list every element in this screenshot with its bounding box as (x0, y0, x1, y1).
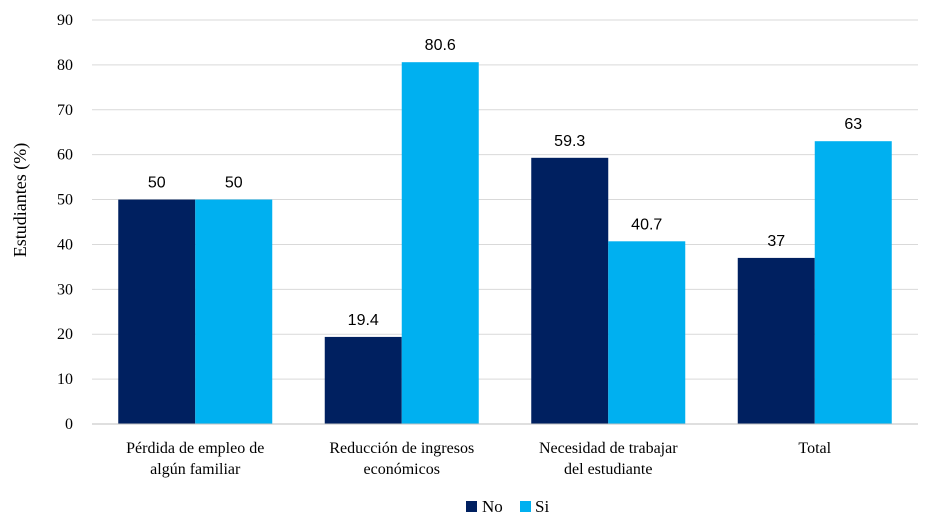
bars (118, 62, 892, 424)
x-category-line: Necesidad de trabajar (539, 440, 678, 457)
x-category-line: Total (798, 440, 831, 457)
x-category-line: algún familiar (150, 461, 241, 478)
bar-si (401, 62, 479, 424)
y-tick-label: 10 (57, 371, 73, 388)
legend-swatch-si (520, 501, 531, 512)
y-tick-label: 70 (57, 102, 73, 119)
legend: No Si (466, 497, 549, 516)
bar-no (531, 157, 609, 424)
data-label: 50 (225, 175, 243, 192)
data-label: 40.7 (631, 216, 662, 233)
data-label: 37 (767, 233, 785, 250)
data-label: 19.4 (348, 312, 379, 329)
x-category-line: Pérdida de empleo de (126, 440, 264, 457)
y-tick-label: 0 (65, 416, 73, 433)
bar-no (118, 199, 196, 424)
y-tick-label: 90 (57, 12, 73, 29)
x-category-line: del estudiante (564, 461, 652, 478)
legend-swatch-no (466, 501, 477, 512)
y-tick-label: 80 (57, 57, 73, 74)
data-label: 63 (844, 116, 862, 133)
x-category-label: Necesidad de trabajar del estudiante (539, 440, 678, 478)
data-label: 50 (148, 175, 166, 192)
x-category-label: Pérdida de empleo de algún familiar (126, 440, 264, 478)
bar-si (814, 141, 892, 424)
x-category-line: Reducción de ingresos (329, 440, 474, 457)
x-category-label: Reducción de ingresos económicos (329, 440, 474, 478)
bar-no (324, 336, 402, 424)
y-tick-label: 50 (57, 192, 73, 209)
legend-label-no: No (482, 497, 503, 516)
data-label: 80.6 (425, 37, 456, 54)
y-axis-ticks: 0 10 20 30 40 50 60 70 80 90 (57, 12, 73, 433)
x-category-line: económicos (364, 461, 440, 478)
data-labels: 50 50 19.4 80.6 59.3 40.7 37 63 (148, 37, 862, 329)
y-tick-label: 20 (57, 326, 73, 343)
x-category-label: Total (798, 440, 831, 457)
legend-label-si: Si (535, 497, 549, 516)
y-tick-label: 40 (57, 236, 73, 253)
bar-si (608, 241, 686, 424)
y-tick-label: 60 (57, 147, 73, 164)
data-label: 59.3 (554, 133, 585, 150)
y-axis-title: Estudiantes (%) (10, 143, 31, 257)
y-tick-label: 30 (57, 281, 73, 298)
bar-no (737, 257, 815, 424)
x-axis-categories: Pérdida de empleo de algún familiar Reducc… (126, 440, 831, 478)
bar-si (195, 199, 273, 424)
